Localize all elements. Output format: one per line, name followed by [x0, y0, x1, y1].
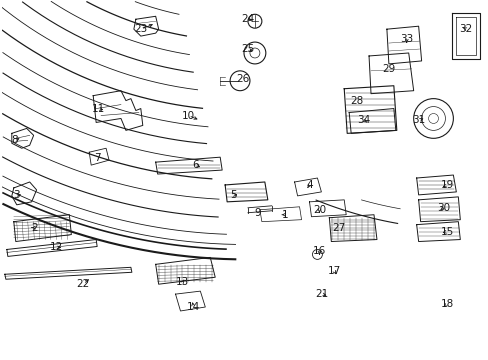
- Text: 13: 13: [176, 277, 189, 287]
- Text: 34: 34: [357, 116, 370, 126]
- Text: 9: 9: [254, 208, 261, 218]
- Text: 28: 28: [350, 96, 363, 105]
- Text: 17: 17: [327, 266, 340, 276]
- Text: 29: 29: [382, 64, 395, 74]
- Text: 27: 27: [332, 222, 345, 233]
- Text: 11: 11: [91, 104, 104, 113]
- Text: 10: 10: [182, 111, 195, 121]
- Text: 26: 26: [236, 74, 249, 84]
- Text: 7: 7: [94, 153, 100, 163]
- Text: 3: 3: [14, 190, 20, 200]
- Text: 5: 5: [229, 190, 236, 200]
- Text: 16: 16: [312, 247, 325, 256]
- Text: 24: 24: [241, 14, 254, 24]
- Text: 20: 20: [312, 205, 325, 215]
- Text: 32: 32: [459, 24, 472, 34]
- Text: 1: 1: [281, 210, 287, 220]
- Text: 19: 19: [440, 180, 453, 190]
- Text: 8: 8: [11, 135, 18, 145]
- Text: 23: 23: [134, 24, 147, 34]
- Text: 14: 14: [186, 302, 200, 312]
- Text: 4: 4: [305, 180, 312, 190]
- Text: 33: 33: [399, 34, 412, 44]
- Text: 21: 21: [314, 289, 327, 299]
- Text: 18: 18: [440, 299, 453, 309]
- Text: 15: 15: [440, 226, 453, 237]
- Text: 25: 25: [241, 44, 254, 54]
- Text: 22: 22: [77, 279, 90, 289]
- Text: 31: 31: [411, 116, 425, 126]
- Text: 2: 2: [31, 222, 38, 233]
- Text: 6: 6: [192, 160, 198, 170]
- Text: 30: 30: [436, 203, 449, 213]
- Text: 12: 12: [50, 243, 63, 252]
